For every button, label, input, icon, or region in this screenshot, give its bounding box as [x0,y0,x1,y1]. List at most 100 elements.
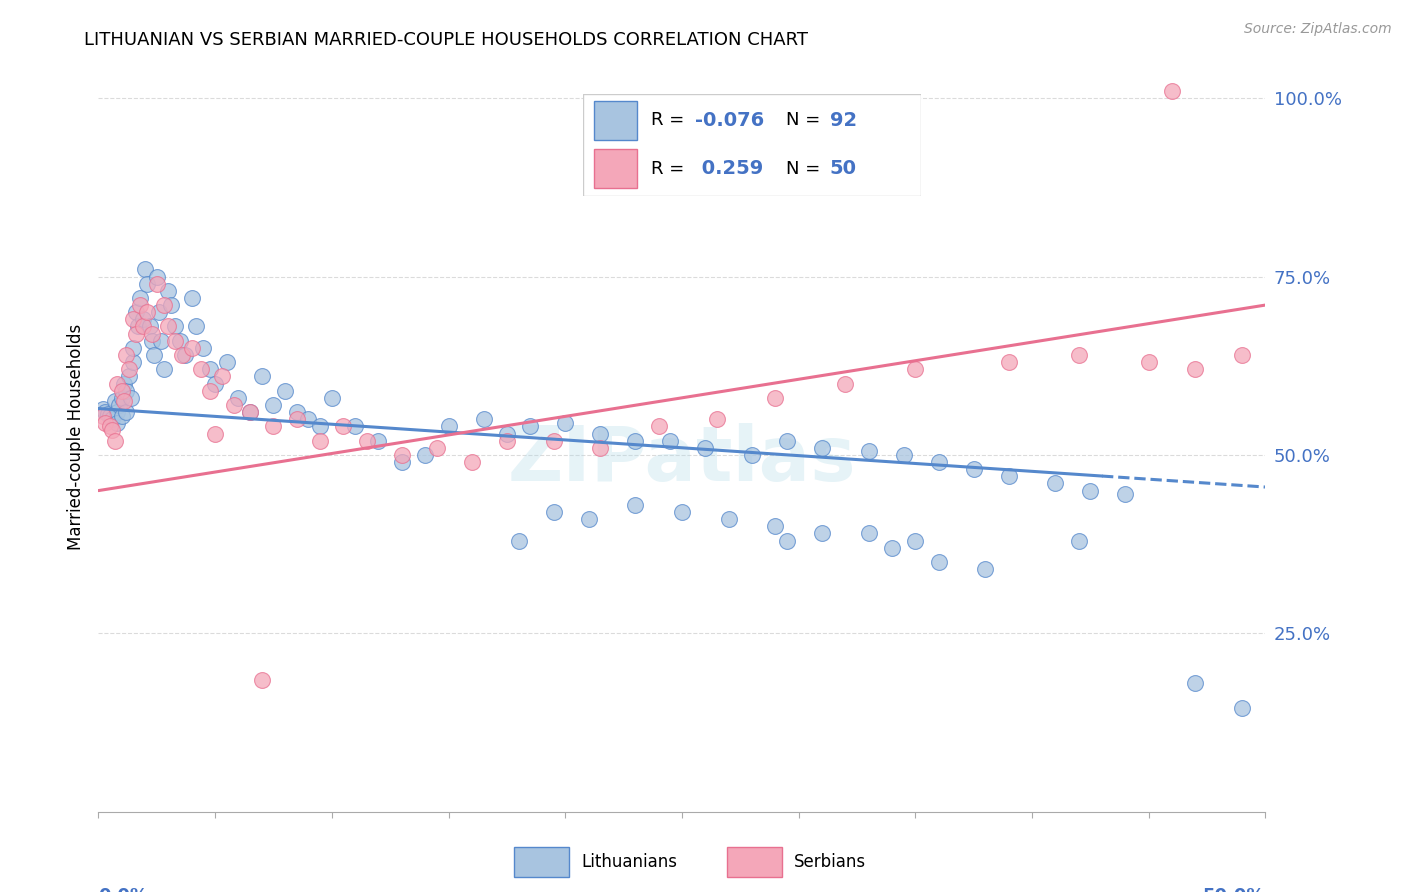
Point [141,334,163,348]
Point [94,405,117,419]
Point [132,312,155,326]
Point [391,448,413,462]
Point [172,348,194,362]
Point [222,398,245,412]
Point [122,312,145,326]
Point [554,416,576,430]
Point [858,526,880,541]
Text: N =: N = [786,112,825,129]
Text: 92: 92 [830,111,856,130]
Text: -0.076: -0.076 [695,111,763,130]
Point [763,391,786,405]
Point [695,441,717,455]
Point [150,334,173,348]
Point [146,269,169,284]
Point [211,369,233,384]
Text: R =: R = [651,112,690,129]
Point [508,533,530,548]
Point [1184,362,1206,376]
Text: Serbians: Serbians [793,853,866,871]
Point [309,419,332,434]
Point [97,407,120,421]
Point [129,291,152,305]
Point [928,455,950,469]
Point [928,555,950,569]
Point [118,369,141,384]
Point [141,326,163,341]
Point [125,326,148,341]
Point [215,355,238,369]
Point [186,319,208,334]
Point [285,405,308,419]
Point [776,434,799,448]
Point [190,362,212,376]
Point [157,319,180,334]
Point [139,319,162,334]
Point [152,362,174,376]
Point [543,505,565,519]
Point [118,362,141,376]
Point [858,444,880,458]
Point [250,369,273,384]
Point [262,419,284,434]
Point [132,319,155,334]
Point [136,277,159,291]
Point [717,512,740,526]
Point [262,398,284,412]
Text: LITHUANIAN VS SERBIAN MARRIED-COUPLE HOUSEHOLDS CORRELATION CHART: LITHUANIAN VS SERBIAN MARRIED-COUPLE HOU… [84,31,808,49]
Point [776,533,799,548]
Point [904,533,927,548]
Point [309,434,332,448]
Point [437,419,460,434]
Point [180,291,202,305]
Point [344,419,367,434]
Point [111,409,134,423]
Point [997,355,1019,369]
Point [111,391,134,405]
Point [1080,483,1102,498]
Point [105,416,128,430]
Point [122,355,145,369]
Point [1184,676,1206,690]
Point [115,348,138,362]
Point [173,348,195,362]
Point [108,398,131,412]
Point [321,391,343,405]
Point [105,376,128,391]
Point [152,298,174,312]
Point [904,362,927,376]
Point [136,305,159,319]
Point [193,341,215,355]
Point [165,334,187,348]
Point [1067,533,1090,548]
Point [578,512,600,526]
Point [671,505,693,519]
Point [285,412,308,426]
FancyBboxPatch shape [727,847,782,877]
Point [274,384,297,398]
Point [112,376,135,391]
Point [94,416,117,430]
Point [120,391,142,405]
Point [391,455,413,469]
Point [125,305,148,319]
Point [104,394,127,409]
Point [98,419,121,434]
Point [165,319,187,334]
Point [134,262,156,277]
Point [111,384,134,398]
Point [706,412,728,426]
Point [1230,701,1253,715]
Point [239,405,262,419]
Point [811,526,834,541]
Point [880,541,903,555]
Point [624,434,647,448]
Point [143,348,166,362]
FancyBboxPatch shape [593,149,637,188]
FancyBboxPatch shape [593,101,637,140]
Point [297,412,319,426]
Point [250,673,273,687]
Point [332,419,354,434]
Text: 50.0%: 50.0% [1204,887,1265,892]
Point [1230,348,1253,362]
